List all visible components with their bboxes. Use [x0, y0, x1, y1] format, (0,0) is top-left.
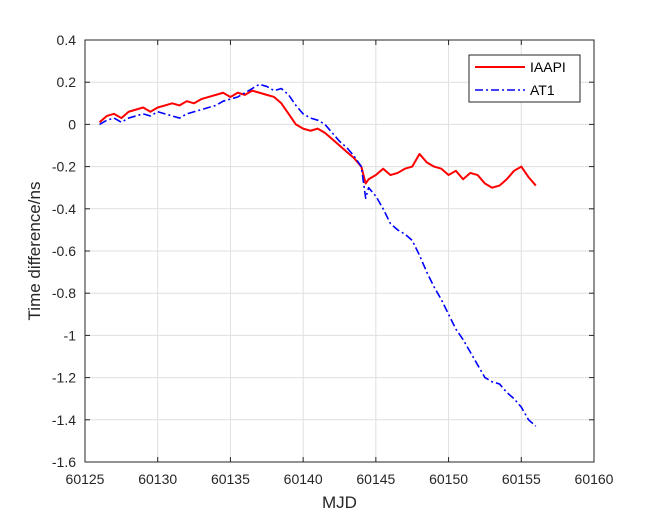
y-tick-label: -0.6: [52, 243, 76, 259]
series-lines: [98, 83, 537, 427]
y-tick-label: -0.4: [52, 201, 76, 217]
x-tick-label: 60155: [502, 471, 541, 487]
legend: IAAPI AT1: [468, 54, 581, 103]
x-tick-label: 60140: [284, 471, 323, 487]
y-tick-label: 0.4: [57, 32, 77, 48]
legend-label-iaapi: IAAPI: [530, 59, 566, 75]
y-tick-label: -0.2: [52, 159, 76, 175]
y-axis-ticks: 0.4 0.2 0 -0.2 -0.4 -0.6 -0.8 -1 -1.2 -1.4 -1.6: [52, 32, 594, 470]
x-tick-label: 60135: [211, 471, 250, 487]
x-tick-label: 60145: [356, 471, 395, 487]
y-axis-label: Time difference/ns: [25, 182, 44, 321]
legend-box: [468, 54, 581, 103]
series-line-iaapi: [98, 89, 537, 189]
y-tick-label: 0: [68, 116, 76, 132]
y-tick-label: -1: [64, 327, 77, 343]
y-tick-label: -0.8: [52, 285, 76, 301]
y-tick-label: -1.4: [52, 412, 76, 428]
legend-label-at1: AT1: [530, 82, 555, 98]
x-tick-label: 60150: [429, 471, 468, 487]
y-tick-label: -1.2: [52, 370, 76, 386]
y-tick-label: -1.6: [52, 454, 76, 470]
x-tick-label: 60125: [66, 471, 105, 487]
x-tick-label: 60160: [575, 471, 614, 487]
x-tick-label: 60130: [138, 471, 177, 487]
y-tick-label: 0.2: [57, 74, 77, 90]
grid: [84, 39, 595, 463]
x-axis-ticks: 60125 60130 60135 60140 60145 60150 60155 60160: [66, 40, 614, 487]
series-line-at1: [99, 83, 537, 427]
x-axis-label: MJD: [322, 493, 357, 512]
